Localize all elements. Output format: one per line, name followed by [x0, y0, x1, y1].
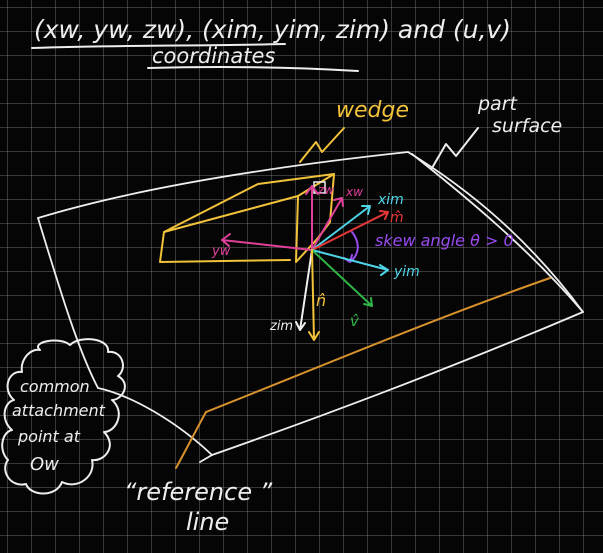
title-line-1: (xw, yw, zw), (xim, yim, zim) and (u,v) — [34, 15, 511, 44]
yim-axis-arrow — [311, 249, 389, 276]
wedge-shape — [159, 173, 335, 263]
part-label: part — [477, 93, 519, 115]
title-line-2: coordinates — [152, 44, 275, 68]
n-hat-arrow — [308, 249, 320, 341]
skew-angle-arc — [343, 231, 359, 263]
zim-axis-arrow — [295, 249, 313, 331]
note-cloud — [1, 338, 126, 495]
yim-label: yim — [393, 264, 420, 280]
surface-pointer-arrow — [431, 127, 479, 169]
reference-label: “reference ” — [124, 478, 273, 506]
yw-label: yw — [211, 244, 231, 259]
v-hat-arrow — [311, 249, 373, 307]
title-underline-2 — [147, 66, 359, 72]
xim-axis-arrow — [311, 205, 371, 251]
zw-axis-arrow — [305, 185, 319, 251]
surface-label: surface — [492, 115, 562, 137]
line-label: line — [186, 508, 229, 536]
wedge-pointer-arrow — [299, 127, 345, 163]
v-hat-label: v̂ — [350, 312, 360, 330]
zw-label: zw — [317, 183, 334, 197]
yw-axis-arrow — [221, 233, 313, 251]
xw-axis-arrow — [311, 197, 344, 251]
note-line-4: Ow — [30, 454, 59, 475]
note-line-1: common — [20, 377, 90, 396]
reference-pointer — [175, 411, 207, 469]
skew-angle-label: skew angle θ > 0 — [375, 231, 514, 250]
title-underline-1 — [31, 43, 286, 49]
note-line-2: attachment — [12, 401, 106, 420]
note-line-3: point at — [17, 427, 81, 446]
m-hat-label: m̂ — [390, 210, 404, 226]
reference-line — [205, 277, 551, 413]
n-hat-label: n̂ — [316, 291, 326, 310]
xw-label: xw — [345, 185, 363, 199]
wedge-label: wedge — [336, 98, 409, 123]
part-surface — [37, 151, 584, 463]
zim-label: zim — [269, 319, 293, 334]
m-hat-arrow — [311, 210, 389, 251]
xim-label: xim — [377, 192, 404, 208]
